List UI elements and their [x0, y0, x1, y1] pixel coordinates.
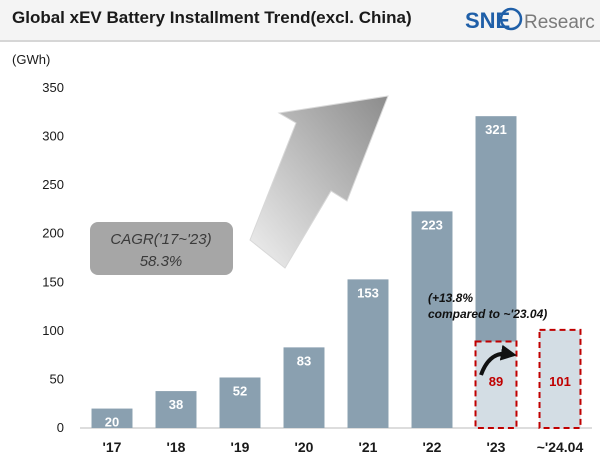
growth-label-line2: compared to ~'23.04)	[428, 307, 547, 321]
bar-value-label: 38	[169, 397, 183, 412]
x-tick-label: ~'24.04	[537, 439, 584, 455]
bar-series: 20 38 52 83 153 223 321 89 101	[91, 116, 582, 430]
bar	[283, 347, 325, 428]
bar	[155, 391, 197, 428]
highlight-value-label: 89	[489, 374, 503, 389]
x-axis-ticks: '17 '18 '19 '20 '21 '22 '23 ~'24.04	[103, 439, 584, 455]
chart-title: Global xEV Battery Installment Trend(exc…	[12, 8, 412, 27]
y-tick-label: 350	[42, 80, 64, 95]
y-tick-label: 200	[42, 226, 64, 241]
y-axis-label: (GWh)	[12, 52, 50, 67]
x-tick-label: '19	[231, 439, 250, 455]
cagr-label: CAGR('17~'23)	[110, 231, 211, 248]
y-tick-label: 50	[50, 371, 64, 386]
x-tick-label: '22	[423, 439, 442, 455]
bar-value-label: 83	[297, 353, 311, 368]
bar-value-label: 52	[233, 383, 247, 398]
cagr-value: 58.3%	[140, 253, 183, 270]
chart-header: Global xEV Battery Installment Trend(exc…	[0, 0, 600, 40]
curved-arrow-icon	[479, 344, 517, 376]
bar-value-label: 20	[105, 415, 119, 430]
bar	[91, 408, 133, 428]
highlight-bar	[538, 328, 582, 429]
bar-value-label: 153	[357, 285, 379, 300]
bar	[411, 211, 453, 428]
x-tick-label: '18	[167, 439, 186, 455]
trend-arrow-icon	[249, 95, 389, 269]
growth-annotation: (+13.8% compared to ~'23.04)	[428, 291, 547, 376]
cagr-callout: CAGR('17~'23) 58.3%	[90, 222, 233, 275]
y-tick-label: 250	[42, 177, 64, 192]
growth-label-line1: (+13.8%	[428, 291, 473, 305]
y-tick-label: 100	[42, 323, 64, 338]
x-tick-label: '17	[103, 439, 122, 455]
x-tick-label: '23	[487, 439, 506, 455]
bar-value-label: 223	[421, 217, 443, 232]
header-divider	[0, 40, 600, 42]
y-tick-label: 150	[42, 274, 64, 289]
bar	[347, 279, 389, 428]
y-tick-label: 300	[42, 129, 64, 144]
sne-research-logo: SNE Research	[465, 7, 596, 33]
x-tick-label: '21	[359, 439, 378, 455]
highlight-value-label: 101	[549, 374, 571, 389]
logo-word: Research	[524, 12, 596, 33]
y-axis-ticks: 0 50 100 150 200 250 300 350	[42, 80, 64, 435]
y-tick-label: 0	[57, 420, 64, 435]
bar	[219, 377, 261, 428]
bar-value-label: 321	[485, 122, 507, 137]
x-tick-label: '20	[295, 439, 314, 455]
logo-swirl-icon	[499, 7, 523, 31]
